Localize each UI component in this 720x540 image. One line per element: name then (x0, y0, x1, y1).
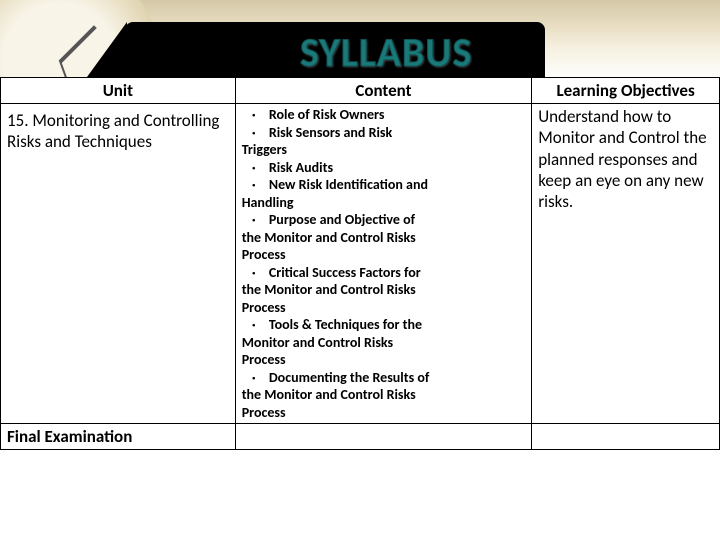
bullet-icon: · (242, 106, 266, 124)
content-text: Role of Risk Owners (266, 106, 385, 123)
content-line: Triggers (242, 141, 526, 159)
content-line: Handling (242, 194, 526, 212)
content-line: Process (242, 246, 526, 264)
content-line: the Monitor and Control Risks (242, 386, 526, 404)
content-cell: · Role of Risk Owners· Risk Sensors and … (235, 104, 532, 424)
content-line: the Monitor and Control Risks (242, 229, 526, 247)
bullet-icon: · (242, 316, 266, 334)
content-line: · Documenting the Results of (242, 369, 526, 387)
empty-cell (235, 424, 532, 450)
bullet-icon: · (242, 369, 266, 387)
content-line: Process (242, 351, 526, 369)
header-content: Content (235, 78, 532, 104)
content-line: Process (242, 299, 526, 317)
bullet-icon: · (242, 176, 266, 194)
bullet-icon: · (242, 211, 266, 229)
content-line: Process (242, 404, 526, 422)
unit-text: 15. Monitoring and Controlling Risks and… (7, 110, 219, 152)
content-line: · Purpose and Objective of (242, 211, 526, 229)
table-header-row: Unit Content Learning Objectives (1, 78, 720, 104)
content-text: Critical Success Factors for (266, 264, 421, 281)
bullet-icon: · (242, 124, 266, 142)
content-text: Purpose and Objective of (266, 211, 415, 228)
header-objectives: Learning Objectives (532, 78, 720, 104)
unit-cell: 15. Monitoring and Controlling Risks and… (1, 104, 236, 424)
content-text: Tools & Techniques for the (266, 316, 422, 333)
table-row: 15. Monitoring and Controlling Risks and… (1, 104, 720, 424)
page-title: SYLLABUS (300, 28, 472, 77)
bullet-icon: · (242, 159, 266, 177)
content-line: · Critical Success Factors for (242, 264, 526, 282)
content-line: · Risk Audits (242, 159, 526, 177)
final-exam-row: Final Examination (1, 424, 720, 450)
content-line: the Monitor and Control Risks (242, 281, 526, 299)
syllabus-table: Unit Content Learning Objectives 15. Mon… (0, 77, 720, 450)
content-text: Risk Audits (266, 159, 333, 176)
content-text: New Risk Identification and (266, 176, 428, 193)
bullet-icon: · (242, 264, 266, 282)
content-line: · Role of Risk Owners (242, 106, 526, 124)
objectives-cell: Understand how to Monitor and Control th… (532, 104, 720, 424)
content-text: Documenting the Results of (266, 369, 430, 386)
content-line: · Risk Sensors and Risk (242, 124, 526, 142)
final-exam-cell: Final Examination (1, 424, 236, 450)
empty-cell (532, 424, 720, 450)
content-line: · New Risk Identification and (242, 176, 526, 194)
header-unit: Unit (1, 78, 236, 104)
content-line: Monitor and Control Risks (242, 334, 526, 352)
content-line: · Tools & Techniques for the (242, 316, 526, 334)
content-text: Risk Sensors and Risk (266, 124, 393, 141)
